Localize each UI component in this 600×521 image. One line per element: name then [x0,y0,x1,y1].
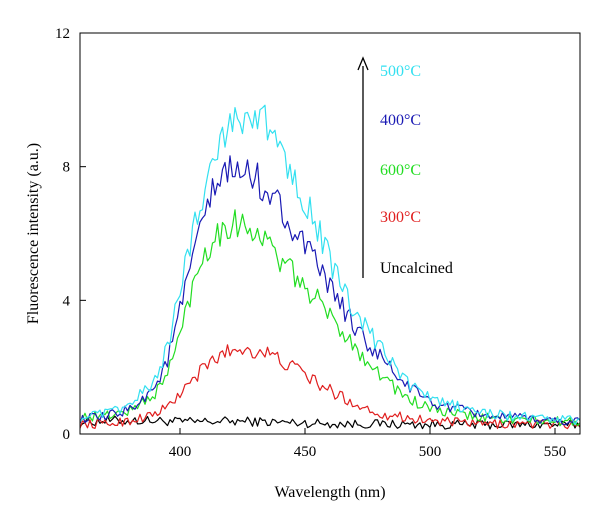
legend: 500°C 400°C 600°C 300°C Uncalcined [357,56,453,278]
legend-entry: 300°C [380,209,421,226]
x-tick-label: 550 [544,444,567,460]
series-line [79,104,581,426]
plot-frame [79,32,581,435]
x-tick-label: 450 [294,444,317,460]
y-axis-label: Fluorescence intensity (a.u.) [25,143,42,324]
y-tick-label: 4 [63,293,71,309]
x-axis-label: Wavelength (nm) [274,484,385,501]
ticks-layer: 400 450 500 550 0 4 8 12 [55,26,566,460]
x-tick-label: 500 [419,444,442,460]
arrow-head-icon [357,56,369,71]
y-tick-label: 12 [55,26,70,42]
legend-entry: 500°C [380,63,421,80]
series-layer [79,104,581,430]
series-line [79,209,581,427]
series-line [79,155,581,426]
legend-entry: Uncalcined [380,260,453,277]
legend-entry: 600°C [380,162,421,179]
y-tick-label: 8 [63,160,71,176]
series-line [79,344,581,430]
x-tick-label: 400 [169,444,192,460]
y-tick-label: 0 [63,427,71,443]
legend-entry: 400°C [380,112,421,129]
